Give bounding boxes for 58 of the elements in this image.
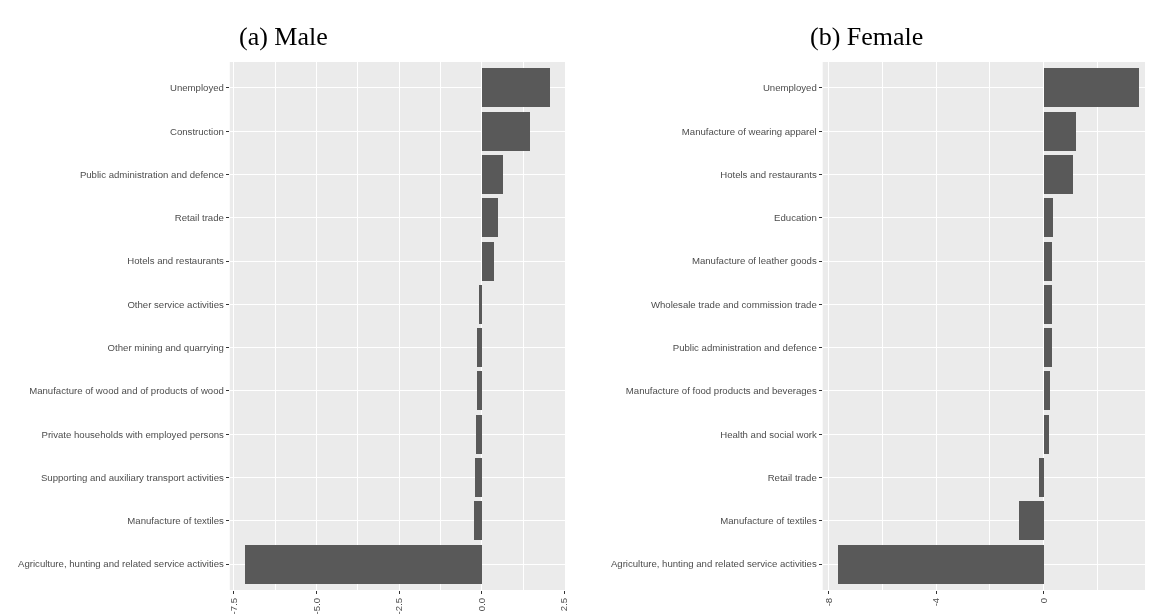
bar <box>478 285 482 324</box>
y-tick-label: Private households with employed persons <box>41 428 225 440</box>
y-tick-label: Manufacture of wearing apparel <box>681 125 817 137</box>
y-tick-label: Agriculture, hunting and related service activities <box>18 558 225 570</box>
bar <box>1043 415 1049 454</box>
bar <box>1043 328 1052 367</box>
x-tick-label: 0 <box>1037 597 1049 604</box>
bar <box>481 198 498 237</box>
y-tick-label: Manufacture of leather goods <box>691 255 817 267</box>
bar <box>1043 155 1073 194</box>
y-tick-label: Other mining and quarrying <box>107 342 224 353</box>
y-tick-label: Unemployed <box>170 82 224 94</box>
bar <box>481 112 530 151</box>
y-tick-label: Construction <box>170 125 224 137</box>
bar <box>473 501 482 540</box>
y-tick-label: Manufacture of textiles <box>127 515 225 527</box>
bar <box>481 68 550 107</box>
y-tick-label: Education <box>774 212 817 224</box>
bar <box>244 545 482 584</box>
bar <box>1043 68 1139 107</box>
y-tick-label: Agriculture, hunting and related service activities <box>610 558 817 570</box>
y-tick-label: Hotels and restaurants <box>127 255 225 267</box>
bar <box>476 371 482 410</box>
x-tick-label: -4 <box>930 597 942 607</box>
x-tick-label: -5.0 <box>310 597 322 614</box>
bar <box>1018 501 1044 540</box>
bar <box>475 415 482 454</box>
y-tick-label: Manufacture of food products and beverages <box>625 385 817 397</box>
bar <box>476 328 482 367</box>
bar <box>1038 458 1044 497</box>
bar <box>481 155 503 194</box>
y-tick-label: Public administration and defence <box>79 168 224 180</box>
y-tick-label: Other service activities <box>127 298 225 310</box>
bar <box>1043 198 1053 237</box>
y-tick-label: Manufacture of wood and of products of wood <box>29 385 224 397</box>
chart-title: (b) Female <box>810 22 924 51</box>
y-tick-label: Health and social work <box>720 428 817 440</box>
y-tick-label: Unemployed <box>762 82 817 94</box>
y-tick-label: Retail trade <box>174 212 224 224</box>
x-tick-label: -2.5 <box>393 597 405 614</box>
bar <box>1043 285 1052 324</box>
y-tick-label: Retail trade <box>767 471 817 483</box>
bar <box>1043 371 1050 410</box>
y-tick-label: Supporting and auxiliary transport activities <box>40 471 225 483</box>
x-tick-label: -8 <box>822 597 834 607</box>
y-tick-label: Wholesale trade and commission trade <box>650 298 817 310</box>
x-tick-label: 2.5 <box>558 597 570 612</box>
bar <box>1043 242 1052 281</box>
bar <box>481 242 494 281</box>
y-tick-label: Hotels and restaurants <box>720 168 817 180</box>
x-tick-label: 0.0 <box>475 597 487 612</box>
bar <box>1043 112 1076 151</box>
bar <box>837 545 1044 584</box>
chart-title: (a) Male <box>239 22 328 51</box>
y-tick-label: Manufacture of textiles <box>720 515 817 527</box>
bar <box>474 458 482 497</box>
y-tick-label: Public administration and defence <box>672 342 817 353</box>
x-tick-label: -7.5 <box>227 597 239 614</box>
